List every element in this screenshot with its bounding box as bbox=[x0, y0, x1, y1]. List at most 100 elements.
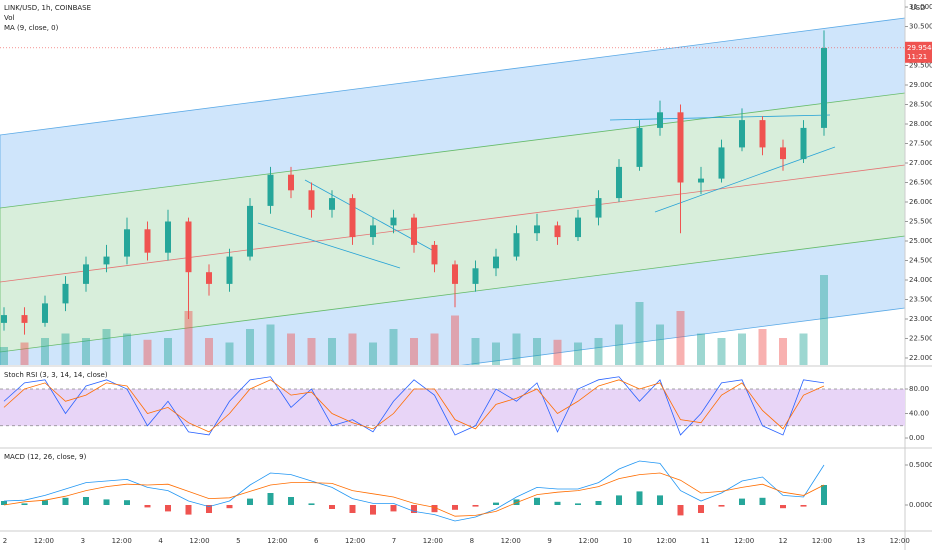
histogram-bar bbox=[575, 503, 581, 505]
candle-body bbox=[698, 178, 704, 183]
histogram-bar bbox=[21, 503, 28, 505]
volume-bar bbox=[451, 315, 459, 365]
histogram-bar bbox=[103, 499, 110, 505]
volume-bar bbox=[41, 338, 49, 365]
volume-bar bbox=[533, 338, 541, 365]
unit-label: USD bbox=[911, 4, 926, 12]
histogram-bar bbox=[698, 505, 704, 513]
volume-bar bbox=[779, 338, 787, 365]
candle-body bbox=[21, 315, 28, 323]
x-tick-label: 12:00 bbox=[656, 537, 676, 545]
volume-bar bbox=[512, 333, 521, 365]
y-tick-label: 0.00 bbox=[909, 434, 925, 442]
y-tick-label: 23.50000 bbox=[909, 295, 932, 303]
x-tick-label: 12:00 bbox=[578, 537, 598, 545]
indicator-line bbox=[3, 472, 825, 517]
histogram-bar bbox=[390, 505, 397, 512]
candle-body bbox=[554, 225, 561, 238]
trendline bbox=[304, 179, 433, 251]
candle-body bbox=[103, 256, 110, 265]
y-tick-label: 0.50000 bbox=[909, 461, 932, 469]
histogram-bar bbox=[124, 500, 130, 505]
candle-body bbox=[800, 127, 807, 160]
indicator-line bbox=[3, 379, 825, 433]
histogram-bar bbox=[308, 503, 315, 505]
candle-body bbox=[431, 244, 438, 265]
y-tick-label: 28.50000 bbox=[909, 101, 932, 109]
volume-bar bbox=[430, 333, 439, 365]
candle-body bbox=[226, 256, 233, 284]
candle-body bbox=[308, 190, 315, 210]
candle-body bbox=[42, 303, 48, 323]
histogram-bar bbox=[472, 505, 479, 507]
rsi-band bbox=[0, 389, 905, 426]
volume-bar bbox=[738, 333, 746, 365]
histogram-bar bbox=[83, 497, 89, 505]
candle-body bbox=[616, 166, 622, 199]
histogram-bar bbox=[718, 505, 725, 507]
candle-body bbox=[185, 221, 192, 273]
histogram-bar bbox=[370, 505, 376, 515]
x-tick-label: 2 bbox=[3, 537, 7, 545]
candle-body bbox=[513, 233, 520, 257]
x-tick-label: 5 bbox=[236, 537, 240, 545]
x-tick-label: 6 bbox=[314, 537, 319, 545]
candle-body bbox=[1, 315, 7, 323]
volume-bar bbox=[225, 342, 234, 365]
histogram-bar bbox=[226, 505, 233, 509]
x-tick-label: 8 bbox=[470, 537, 474, 545]
candle-body bbox=[165, 221, 171, 253]
y-tick-label: 27.50000 bbox=[909, 140, 932, 148]
volume-bar bbox=[143, 339, 152, 365]
histogram-bar bbox=[42, 500, 48, 505]
x-tick-label: 12:00 bbox=[734, 537, 754, 545]
candle-body bbox=[780, 147, 786, 160]
histogram-bar bbox=[759, 497, 766, 505]
x-tick-label: 12:00 bbox=[112, 537, 132, 545]
histogram-bar bbox=[185, 505, 192, 515]
histogram-bar bbox=[329, 505, 335, 509]
volume-bar bbox=[717, 338, 726, 365]
histogram-bar bbox=[431, 505, 438, 513]
histogram-bar bbox=[165, 505, 171, 512]
candle-body bbox=[247, 205, 253, 257]
volume-bar bbox=[20, 342, 29, 365]
candle-body bbox=[411, 217, 417, 245]
indicator-line bbox=[3, 376, 825, 436]
x-tick-label: 12:00 bbox=[423, 537, 443, 545]
candle-body bbox=[144, 229, 151, 253]
volume-bar bbox=[307, 338, 316, 365]
x-tick-label: 9 bbox=[547, 537, 551, 545]
histogram-bar bbox=[288, 497, 294, 505]
indicator-label: Vol bbox=[4, 14, 15, 22]
volume-bar bbox=[0, 347, 8, 365]
y-tick-label: 26.50000 bbox=[909, 179, 932, 187]
x-tick-label: 12:00 bbox=[189, 537, 209, 545]
x-tick-label: 11 bbox=[701, 537, 710, 545]
histogram-bar bbox=[1, 501, 7, 505]
x-tick-label: 12:00 bbox=[812, 537, 832, 545]
volume-bar bbox=[410, 338, 418, 365]
x-tick-label: 3 bbox=[81, 537, 85, 545]
volume-bar bbox=[615, 324, 623, 365]
histogram-bar bbox=[739, 498, 745, 505]
volume-bar bbox=[389, 329, 398, 365]
volume-bar bbox=[553, 339, 562, 365]
candle-body bbox=[534, 225, 540, 234]
symbol-title: LINK/USD, 1h, COINBASE bbox=[4, 4, 91, 12]
volume-bar bbox=[758, 329, 767, 365]
histogram-bar bbox=[780, 505, 786, 509]
volume-bar bbox=[471, 338, 480, 365]
last-price-label: 29.95442 bbox=[907, 44, 932, 52]
candle-body bbox=[718, 147, 725, 179]
trendline bbox=[257, 222, 401, 269]
volume-bar bbox=[369, 342, 377, 365]
